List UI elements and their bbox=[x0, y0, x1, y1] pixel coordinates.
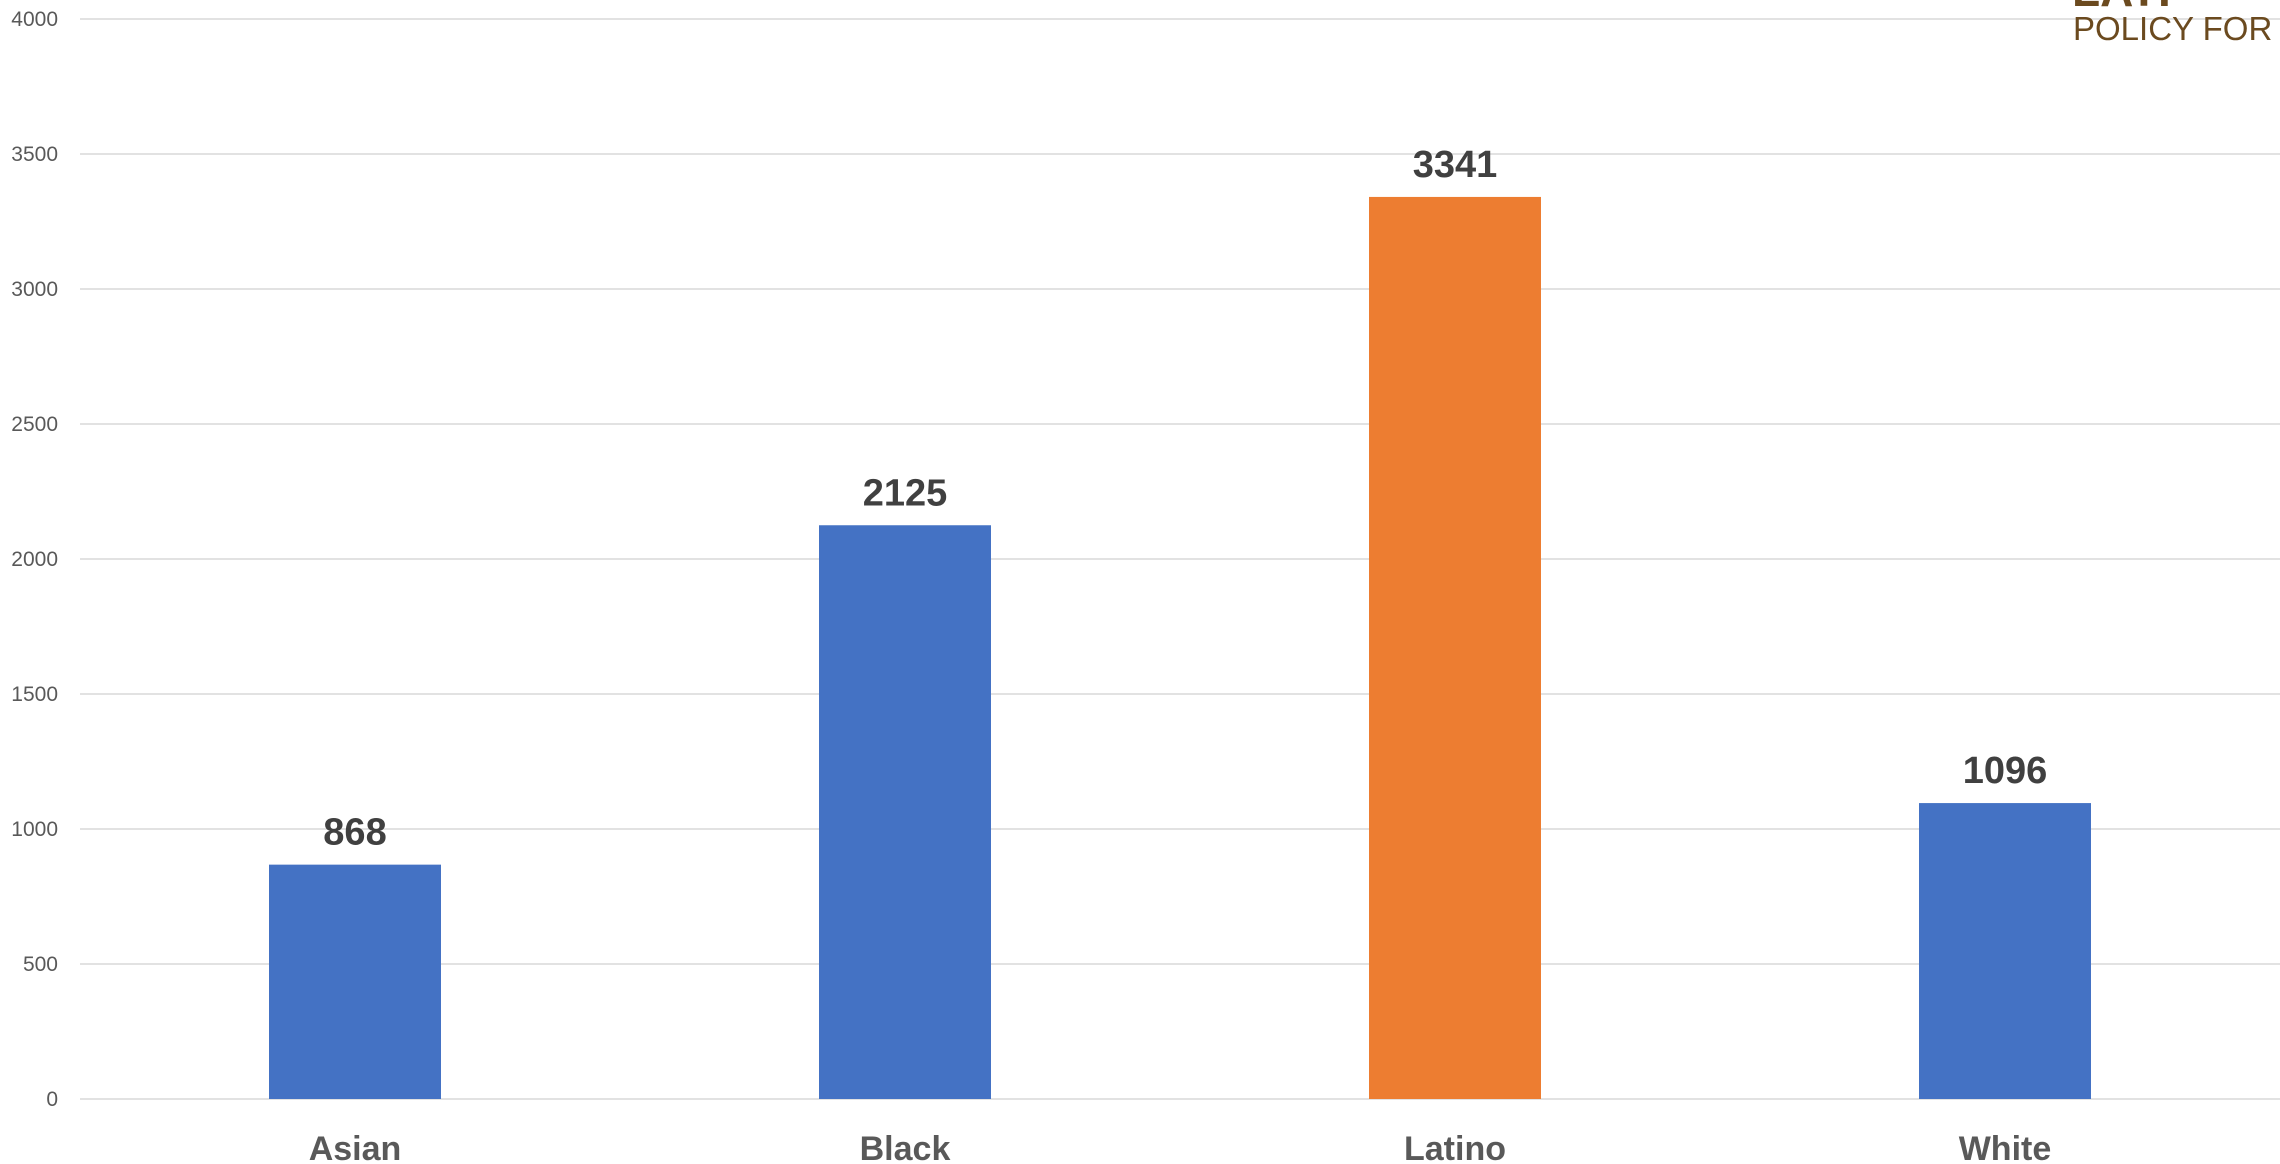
x-tick-label-white: White bbox=[1959, 1130, 2052, 1164]
gridlines bbox=[80, 18, 2280, 1100]
logo-line-1: LATI bbox=[2072, 0, 2171, 16]
x-tick-label-asian: Asian bbox=[309, 1130, 402, 1164]
y-tick-label: 2500 bbox=[11, 413, 58, 436]
bar-latino bbox=[1369, 196, 1541, 1099]
data-label-latino: 3341 bbox=[1413, 144, 1498, 186]
logo-line-2: POLICY FOR bbox=[2073, 10, 2272, 47]
bar-white bbox=[1919, 803, 2091, 1099]
data-labels: 868 2125 3341 1096 bbox=[323, 144, 2047, 854]
y-tick-label: 500 bbox=[23, 953, 58, 976]
logo: LATI POLICY FOR bbox=[2072, 0, 2272, 47]
y-tick-label: 3000 bbox=[11, 278, 58, 301]
y-tick-label: 2000 bbox=[11, 548, 58, 571]
bars bbox=[269, 196, 2091, 1099]
y-tick-label: 1000 bbox=[11, 818, 58, 841]
y-tick-label: 1500 bbox=[11, 683, 58, 706]
x-axis: Asian Black Latino White bbox=[309, 1130, 2052, 1164]
data-label-black: 2125 bbox=[863, 472, 948, 514]
y-tick-label: 3500 bbox=[11, 143, 58, 166]
y-tick-label: 0 bbox=[46, 1088, 58, 1111]
y-tick-label: 4000 bbox=[11, 8, 58, 31]
bar-black bbox=[819, 525, 991, 1099]
data-label-white: 1096 bbox=[1963, 750, 2048, 792]
data-label-asian: 868 bbox=[323, 812, 386, 854]
bar-asian bbox=[269, 864, 441, 1099]
x-tick-label-black: Black bbox=[860, 1130, 951, 1164]
y-axis: 0 500 1000 1500 2000 2500 3000 3500 4000 bbox=[11, 8, 58, 1111]
x-tick-label-latino: Latino bbox=[1404, 1130, 1506, 1164]
